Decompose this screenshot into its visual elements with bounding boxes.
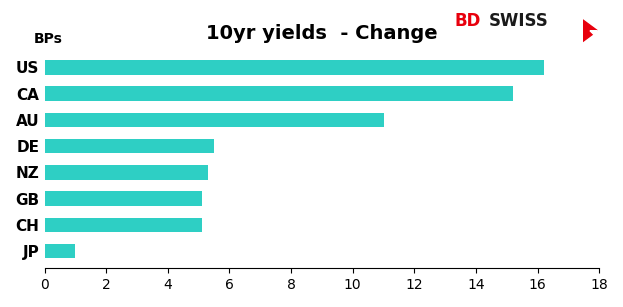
Polygon shape [590, 31, 597, 38]
Text: SWISS: SWISS [489, 12, 549, 30]
Title: 10yr yields  - Change: 10yr yields - Change [206, 24, 438, 43]
Bar [45, 218, 202, 232]
Bar [45, 165, 208, 180]
Bar [45, 139, 214, 154]
Bar [45, 244, 75, 258]
Bar [45, 87, 513, 101]
Bar [45, 113, 384, 127]
Text: BD: BD [455, 12, 481, 30]
Bar [45, 60, 544, 75]
Bar [45, 192, 202, 206]
Text: BPs: BPs [34, 32, 62, 46]
Polygon shape [583, 20, 597, 42]
